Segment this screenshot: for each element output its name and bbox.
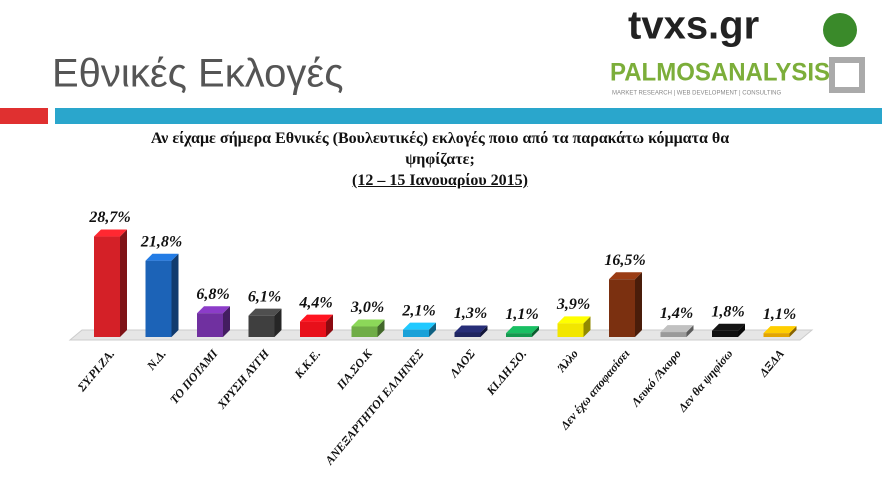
value-label: 1,1% — [505, 306, 538, 323]
bar-side — [583, 316, 591, 337]
bar — [197, 313, 223, 337]
bar-side — [686, 325, 694, 337]
bar-top — [609, 272, 642, 280]
logo-tagline: MARKET RESEARCH | WEB DEVELOPMENT | CONS… — [612, 91, 781, 97]
bar — [763, 333, 790, 337]
value-label: 1,1% — [763, 306, 796, 323]
x-tick-label: ΔΞΔΑ — [756, 347, 787, 380]
value-label: 16,5% — [604, 252, 645, 269]
x-tick-label: ΑΝΕΞΑΡΤΗΤΟΙ ΕΛΛΗΝΕΣ — [322, 346, 427, 468]
x-tick-label: ΣΥ.ΡΙ.ΖΑ. — [74, 347, 118, 395]
value-label: 4,4% — [298, 294, 332, 311]
bar-side — [326, 314, 333, 337]
bar-top — [145, 253, 179, 261]
value-label: 6,8% — [196, 286, 229, 303]
bar — [145, 260, 172, 337]
bar — [403, 329, 429, 337]
x-tick-label: ΚΙ.ΔΗ.ΣΟ. — [483, 347, 529, 399]
value-label: 3,9% — [556, 296, 590, 313]
logo-main: tvxs.gr — [628, 4, 759, 48]
bar-side — [377, 319, 385, 337]
bar-side — [532, 326, 539, 337]
value-label: 6,1% — [248, 288, 281, 305]
x-tick-label: Ν.Δ. — [143, 347, 169, 374]
bar-top — [351, 319, 385, 327]
value-label: 3,0% — [350, 299, 384, 316]
accent-bar — [0, 108, 48, 124]
bar-top — [248, 308, 282, 316]
value-label: 1,4% — [660, 305, 693, 322]
logo-icon — [829, 57, 865, 93]
x-tick-label: ΠΑ.ΣΟ.Κ — [333, 346, 375, 393]
value-label: 1,3% — [454, 305, 487, 322]
bar-top — [454, 325, 488, 333]
value-label: 1,8% — [711, 303, 744, 320]
bar — [712, 330, 738, 337]
bar-top — [197, 306, 230, 314]
chart-heading: Αν είχαμε σήμερα Εθνικές (Βουλευτικές) ε… — [100, 128, 780, 191]
bar-top — [300, 314, 333, 322]
bar-side — [171, 253, 179, 337]
bar-side — [120, 229, 127, 337]
x-tick-label: ΛΑΟΣ — [446, 346, 478, 381]
bar — [94, 236, 120, 337]
x-tick-label: ΤΟ ΠΟΤΑΜΙ — [167, 346, 221, 407]
logo-second: PALMOSANALYSIS — [610, 59, 830, 87]
x-tick-label: Κ.Κ.Ε. — [291, 347, 324, 382]
x-tick-label: ΧΡΥΣΗ ΑΥΓΗ — [214, 346, 273, 412]
value-label: 2,1% — [401, 302, 435, 319]
bar-top — [763, 326, 797, 334]
bar — [660, 332, 687, 337]
x-tick-label: Λευκό /Άκυρο — [628, 347, 684, 410]
bar-side — [429, 322, 436, 337]
bar — [351, 326, 378, 337]
x-tick-label: Δεν θα ψηφίσω — [675, 346, 736, 415]
bar-side — [274, 308, 282, 337]
page-title: Εθνικές Εκλογές — [52, 52, 343, 96]
x-tick-label: Άλλο — [554, 347, 581, 376]
value-label: 28,7% — [88, 209, 130, 226]
bar — [454, 332, 481, 337]
bar-top — [660, 325, 694, 333]
bar — [506, 333, 532, 337]
bar-top — [557, 316, 591, 324]
bar-top — [506, 326, 539, 334]
value-label: 21,8% — [140, 233, 182, 250]
bar-top — [712, 323, 745, 331]
accent-bar — [55, 108, 882, 124]
bar-top — [94, 229, 127, 237]
bar-top — [403, 322, 436, 330]
logo-globe — [823, 13, 857, 47]
chart-title: Αν είχαμε σήμερα Εθνικές (Βουλευτικές) ε… — [150, 130, 730, 168]
bar — [300, 321, 326, 337]
bar-side — [789, 326, 797, 337]
bar-side — [738, 323, 745, 337]
bar-side — [635, 272, 642, 337]
bar-side — [480, 325, 488, 337]
chart-subtitle: (12 – 15 Ιανουαρίου 2015) — [351, 172, 529, 189]
bar — [248, 315, 275, 337]
bar-side — [223, 306, 230, 337]
bar — [609, 279, 635, 337]
chart-title-box: Αν είχαμε σήμερα Εθνικές (Βουλευτικές) ε… — [100, 128, 780, 191]
floor — [68, 329, 814, 341]
bar — [557, 323, 584, 337]
